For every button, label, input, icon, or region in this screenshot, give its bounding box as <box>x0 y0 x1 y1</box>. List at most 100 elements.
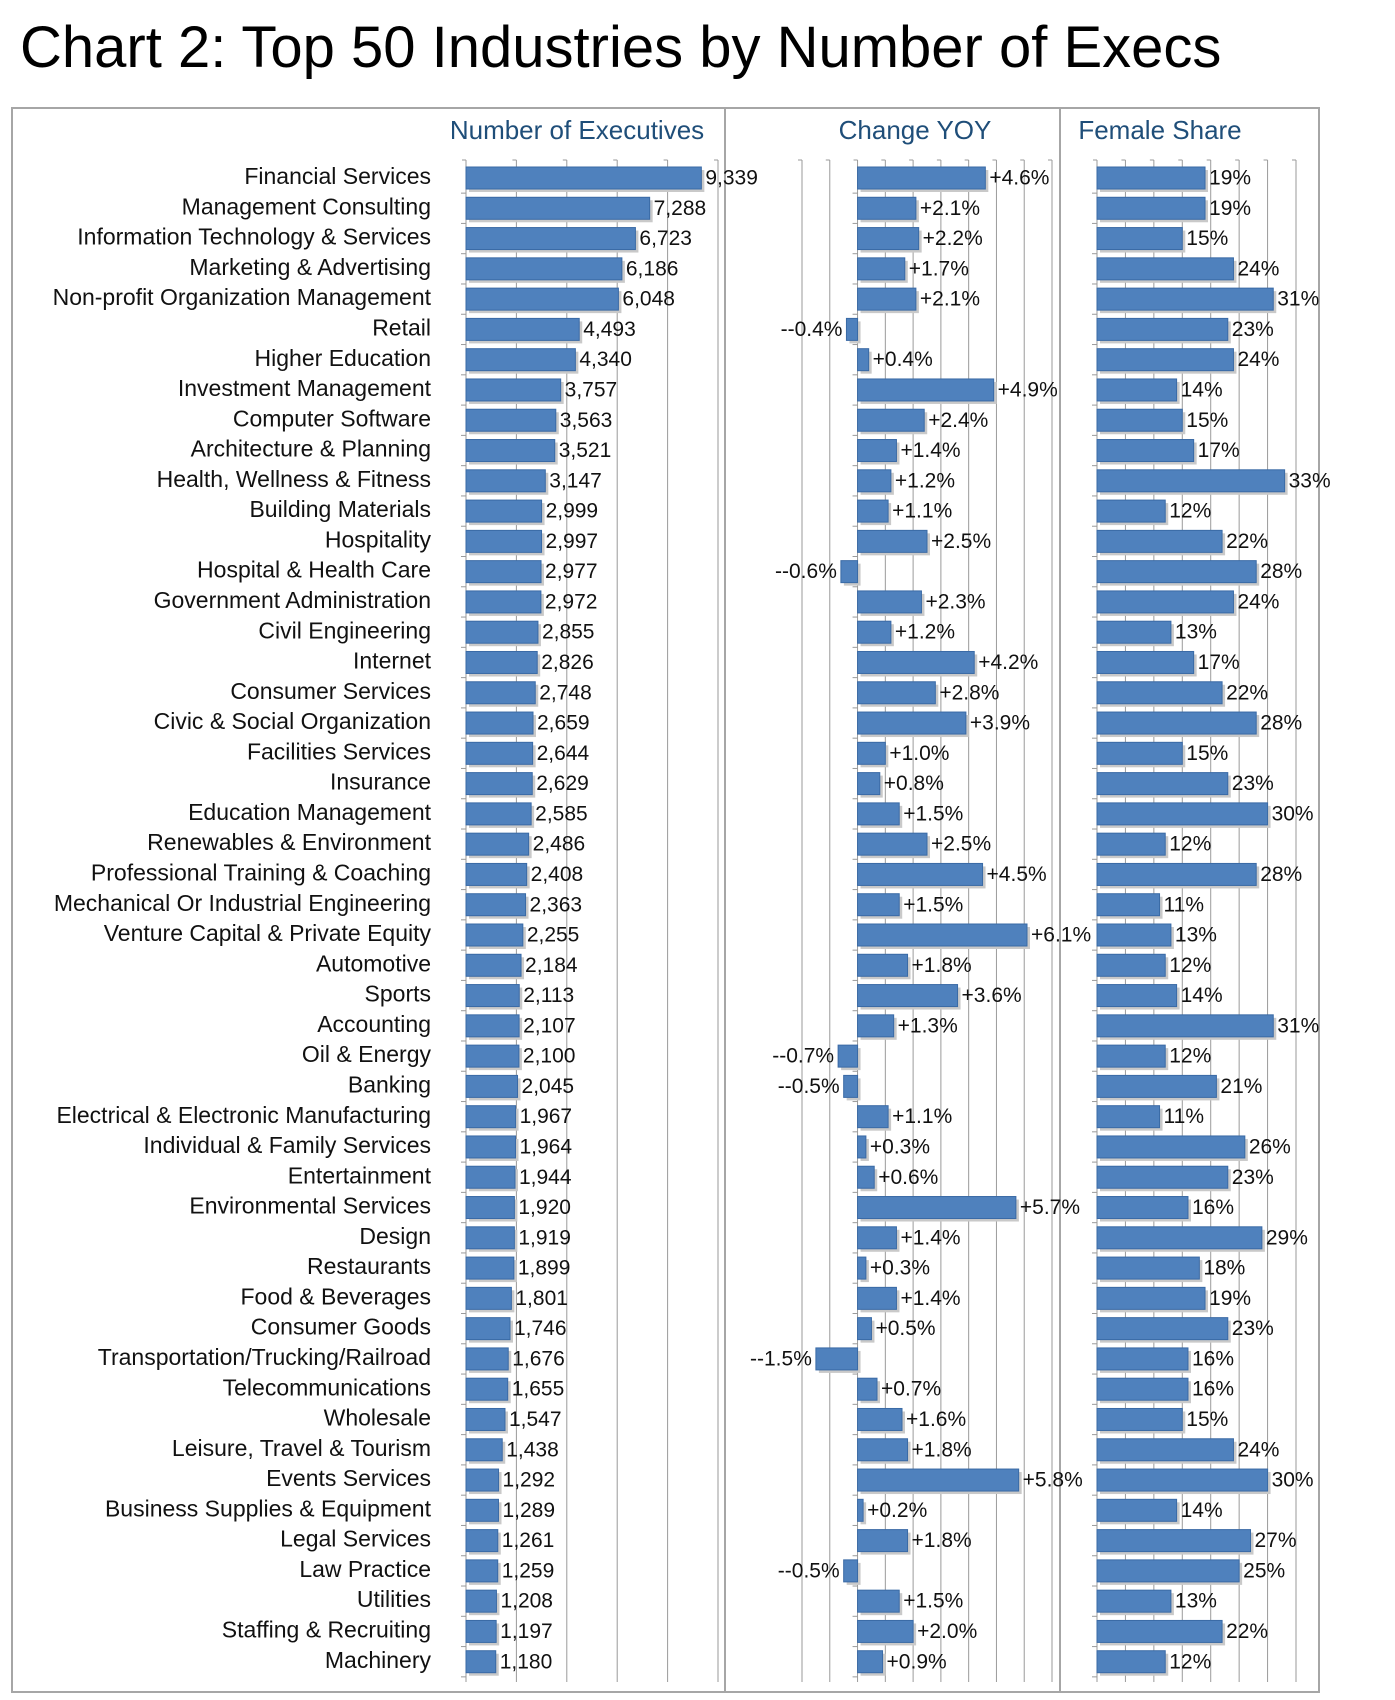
data-label: 12% <box>1169 1650 1211 1673</box>
bar <box>857 1014 895 1038</box>
data-label: 7,288 <box>654 197 707 220</box>
bar <box>1096 772 1229 796</box>
bar <box>465 166 702 190</box>
bar <box>815 1347 859 1371</box>
data-label: +3.6% <box>962 984 1022 1007</box>
data-label: +1.5% <box>903 802 963 825</box>
data-label: 1,289 <box>502 1499 555 1522</box>
data-label: 15% <box>1186 409 1228 432</box>
bar <box>465 1044 520 1068</box>
data-label: +1.1% <box>892 500 952 523</box>
bar <box>1096 1529 1252 1553</box>
bar <box>465 317 580 341</box>
data-label: 23% <box>1232 1166 1274 1189</box>
bar <box>1096 1135 1246 1159</box>
data-label: 26% <box>1249 1136 1291 1159</box>
bar <box>1096 378 1178 402</box>
data-label: 17% <box>1198 651 1240 674</box>
data-label: 1,180 <box>500 1650 553 1673</box>
bar <box>1096 1165 1229 1189</box>
data-label: 28% <box>1260 863 1302 886</box>
data-label: 3,521 <box>559 439 612 462</box>
bar <box>857 1135 867 1159</box>
bar <box>465 196 651 220</box>
data-label: 22% <box>1226 530 1268 553</box>
bar <box>465 227 636 251</box>
category-label: Hospital & Health Care <box>197 557 431 583</box>
bar <box>857 439 897 463</box>
category-label: Events Services <box>266 1465 431 1491</box>
data-label: +4.2% <box>978 651 1038 674</box>
data-label: 30% <box>1272 1469 1314 1492</box>
data-label: +1.8% <box>912 1529 972 1552</box>
bar <box>465 832 530 856</box>
data-label: 23% <box>1232 318 1274 341</box>
bar <box>857 711 967 735</box>
data-label: 19% <box>1209 197 1251 220</box>
bar <box>465 408 557 432</box>
data-label: 2,100 <box>523 1045 576 1068</box>
bar <box>1096 1286 1206 1310</box>
data-label: +1.1% <box>892 1105 952 1128</box>
bar <box>857 802 900 826</box>
bar <box>857 620 892 644</box>
bar <box>857 1529 909 1553</box>
data-label: 1,292 <box>503 1469 556 1492</box>
category-label: Banking <box>348 1071 431 1097</box>
data-label: 12% <box>1169 954 1211 977</box>
data-label: 23% <box>1232 1317 1274 1340</box>
chart-title: Chart 2: Top 50 Industries by Number of … <box>20 15 1222 80</box>
data-label: 3,757 <box>565 379 618 402</box>
category-label: Telecommunications <box>223 1374 431 1400</box>
data-label: 23% <box>1232 772 1274 795</box>
bar <box>1096 741 1183 765</box>
data-label: 15% <box>1186 227 1228 250</box>
category-label: Machinery <box>325 1647 432 1673</box>
bar <box>465 1317 511 1341</box>
data-label: 2,184 <box>525 954 578 977</box>
data-label: +0.2% <box>867 1499 927 1522</box>
data-label: 31% <box>1277 288 1319 311</box>
category-label: Law Practice <box>299 1556 431 1582</box>
category-label: Accounting <box>317 1011 431 1037</box>
category-label: Facilities Services <box>247 738 431 764</box>
data-label: 2,363 <box>530 893 583 916</box>
bar <box>1096 1196 1189 1220</box>
data-label: +5.8% <box>1023 1469 1083 1492</box>
bar <box>465 1498 499 1522</box>
bar <box>465 287 619 311</box>
bar <box>857 923 1028 947</box>
bar <box>465 681 536 705</box>
bar <box>1096 681 1223 705</box>
data-label: +2.4% <box>928 409 988 432</box>
data-label: +1.4% <box>900 1287 960 1310</box>
category-label: Higher Education <box>255 345 431 371</box>
data-label: +1.8% <box>912 954 972 977</box>
bar <box>1096 439 1195 463</box>
data-label: +6.1% <box>1031 924 1091 947</box>
data-label: 12% <box>1169 833 1211 856</box>
category-label: Consumer Goods <box>251 1314 431 1340</box>
bar <box>857 984 959 1008</box>
data-label: 13% <box>1175 1590 1217 1613</box>
data-label: 15% <box>1186 1408 1228 1431</box>
bar <box>1096 711 1257 735</box>
data-label: 21% <box>1220 1075 1262 1098</box>
bar <box>1096 1619 1223 1643</box>
bar <box>857 1165 875 1189</box>
data-label: +1.5% <box>903 893 963 916</box>
bar <box>465 1226 515 1250</box>
data-label: 27% <box>1255 1529 1297 1552</box>
data-label: 2,999 <box>546 500 599 523</box>
bar <box>1096 1559 1240 1583</box>
data-label: 4,493 <box>583 318 636 341</box>
bar <box>1096 1256 1200 1280</box>
category-label: Business Supplies & Equipment <box>105 1495 432 1521</box>
bar <box>845 317 859 341</box>
bar <box>465 1619 497 1643</box>
data-label: +0.7% <box>881 1378 941 1401</box>
bar <box>465 1286 512 1310</box>
data-label: +1.2% <box>895 621 955 644</box>
bar <box>857 1438 909 1462</box>
bar <box>465 1135 516 1159</box>
